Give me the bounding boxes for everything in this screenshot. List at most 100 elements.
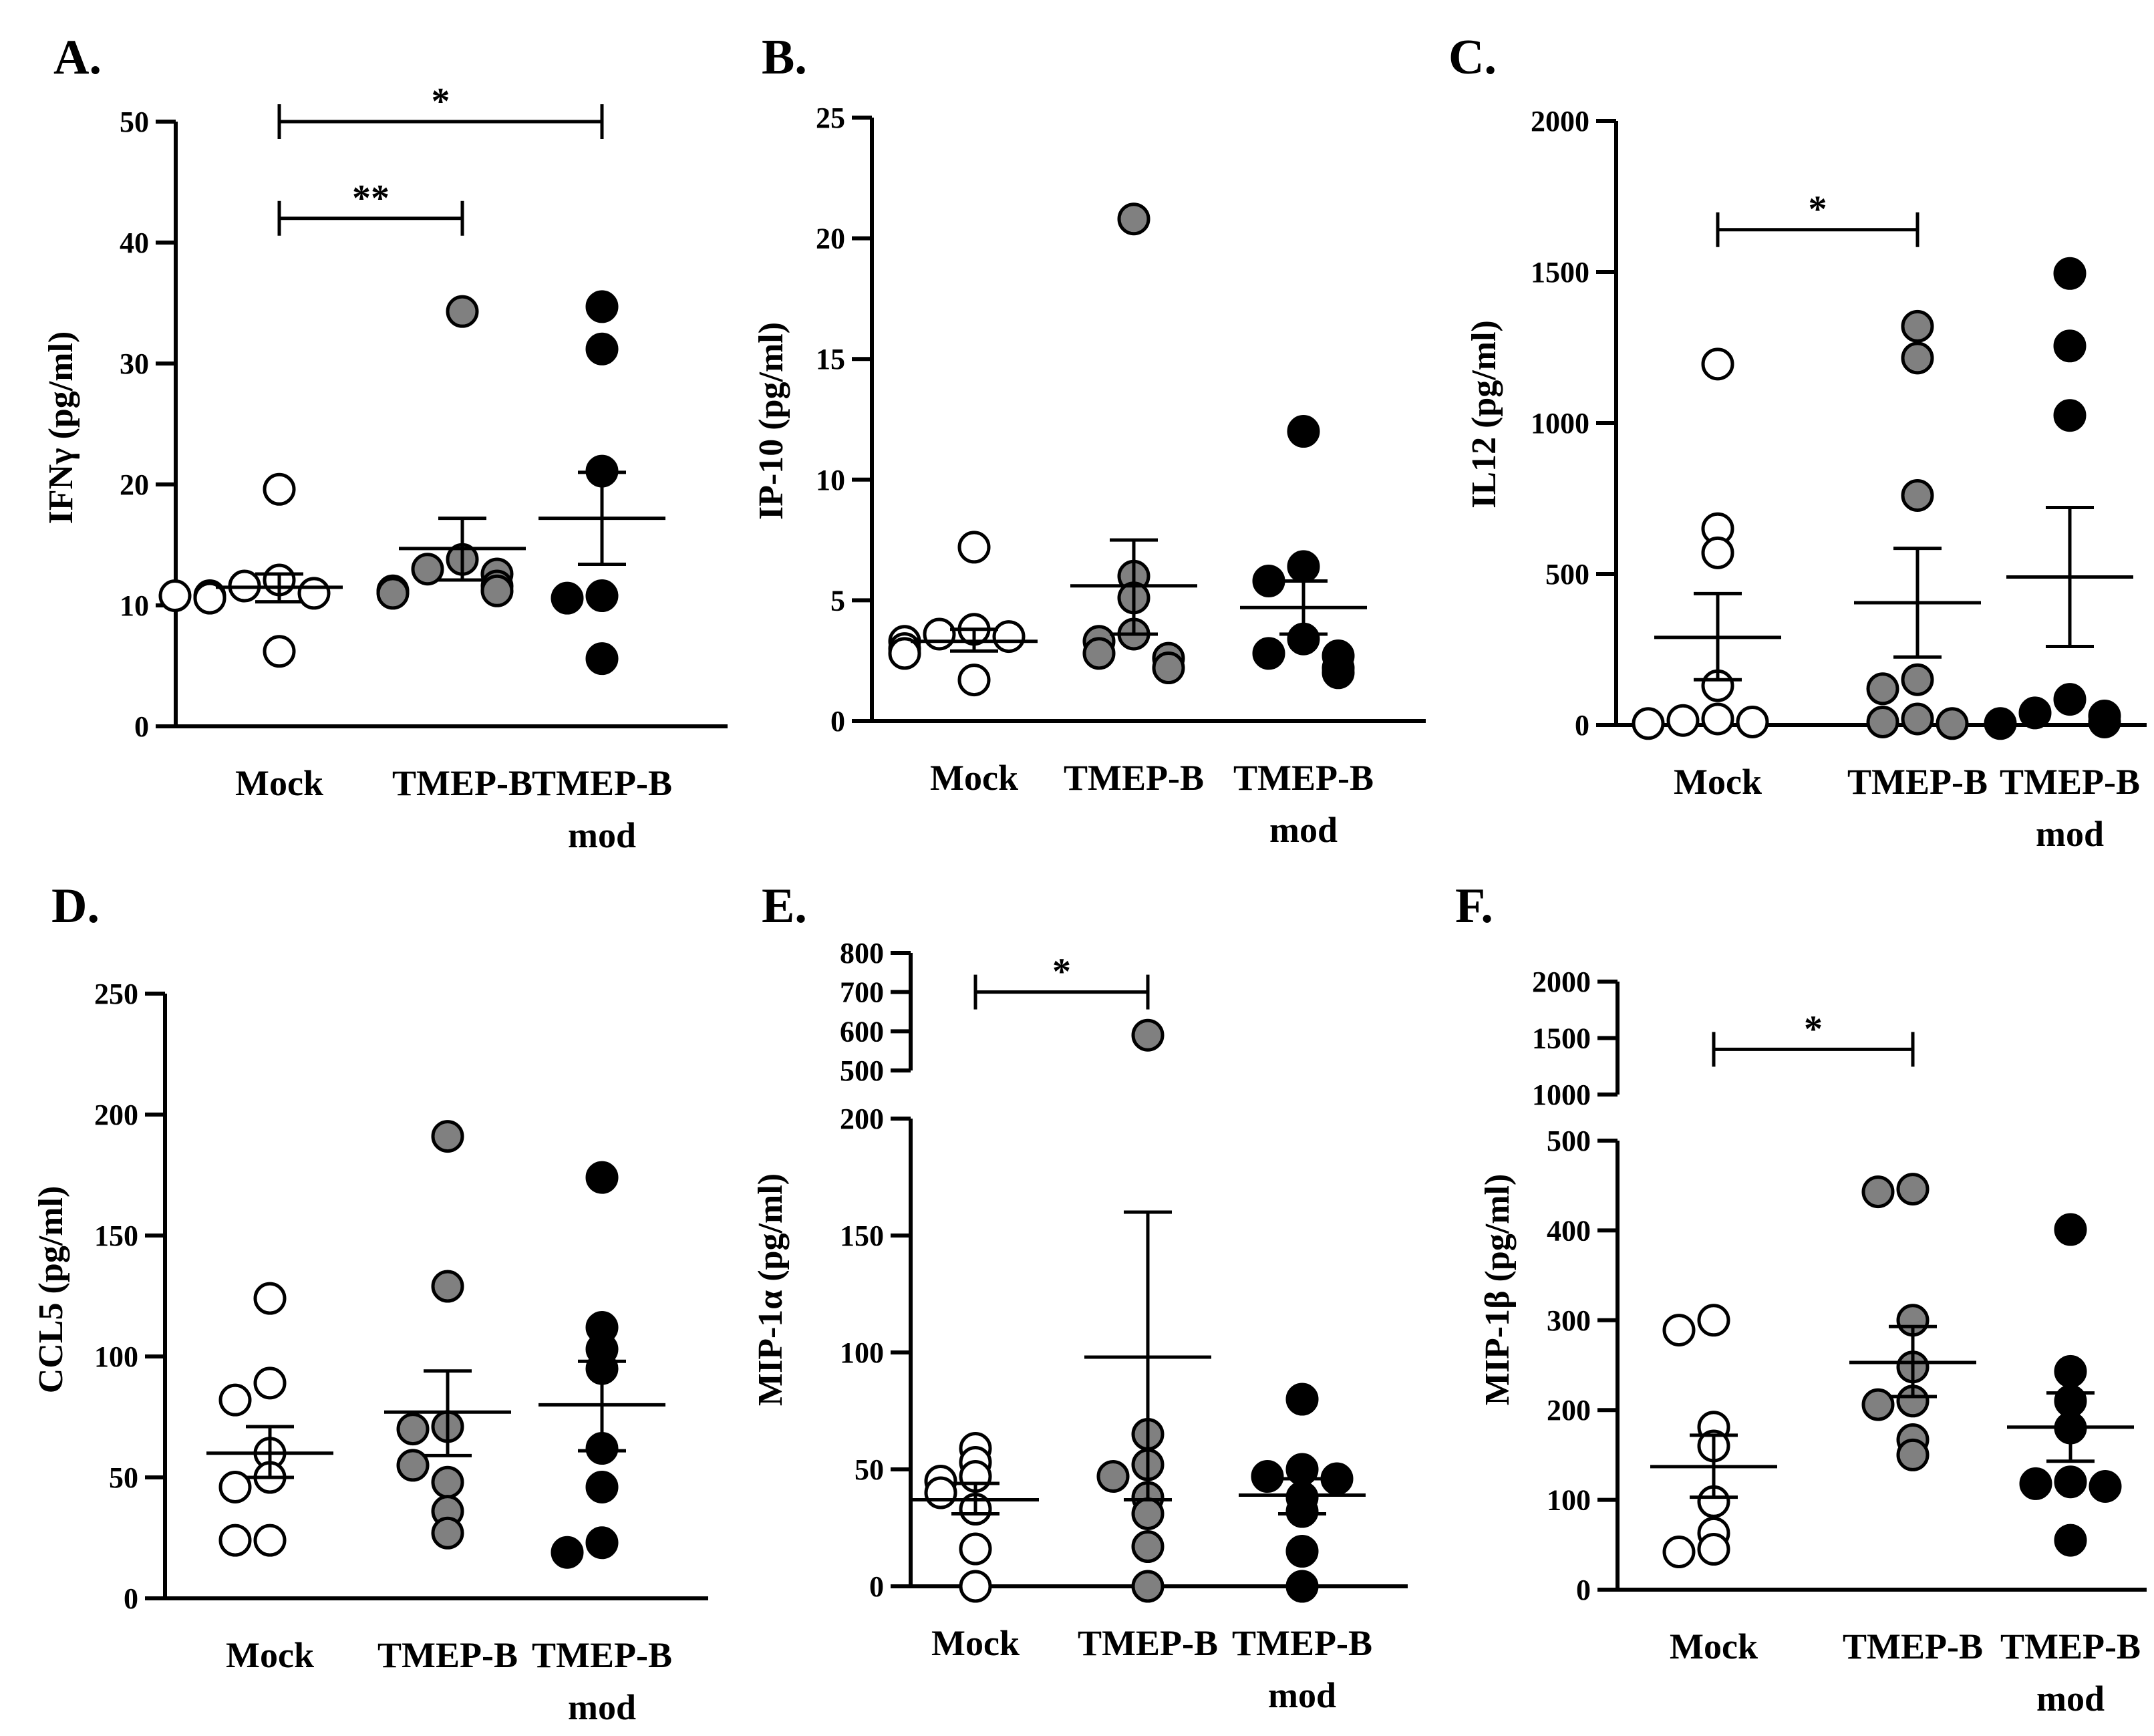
data-point — [1901, 341, 1934, 375]
data-point — [585, 1470, 619, 1503]
x-category-label: mod — [1268, 1675, 1336, 1715]
y-tick-label: 20 — [120, 468, 149, 501]
data-point — [888, 637, 921, 670]
y-tick-label: 25 — [816, 102, 845, 134]
x-category-label: mod — [568, 1687, 636, 1727]
data-point — [585, 332, 619, 366]
data-point — [1896, 1173, 1930, 1206]
y-tick-label: 40 — [120, 227, 149, 259]
data-point — [2053, 329, 2087, 363]
data-point — [1736, 705, 1769, 738]
data-point — [992, 620, 1026, 654]
data-point — [1251, 1460, 1284, 1493]
significance-bracket — [973, 974, 1150, 1010]
x-category-label: Mock — [226, 1635, 314, 1675]
panel-label: C. — [1448, 30, 1497, 85]
data-point — [1901, 663, 1934, 696]
y-tick-label: 1500 — [1531, 256, 1589, 289]
data-point — [1285, 1535, 1319, 1568]
x-category-label: mod — [568, 815, 636, 855]
data-point — [585, 1526, 619, 1560]
data-point — [253, 1282, 287, 1315]
data-point — [1866, 672, 1899, 706]
y-tick-label: 250 — [94, 978, 138, 1010]
data-point — [1861, 1175, 1895, 1209]
data-point — [585, 642, 619, 676]
panel-label: E. — [762, 879, 807, 933]
y-axis-label: IL12 (pg/ml) — [1465, 320, 1503, 509]
data-point — [1901, 478, 1934, 512]
data-point — [2053, 683, 2087, 716]
data-point — [2019, 1467, 2052, 1500]
y-axis-label: CCL5 (pg/ml) — [32, 1186, 70, 1394]
x-category-label: TMEP-B — [392, 763, 532, 803]
data-point — [1697, 1304, 1730, 1337]
data-point — [959, 1532, 992, 1566]
y-tick-label: 200 — [94, 1099, 138, 1131]
data-point — [2054, 1213, 2087, 1246]
y-tick-label: 600 — [840, 1015, 884, 1048]
data-point — [446, 295, 479, 328]
y-tick-label: 20 — [816, 223, 845, 255]
x-category-label: TMEP-B — [532, 763, 672, 803]
x-category-label: Mock — [1674, 762, 1762, 802]
data-point — [431, 1516, 464, 1550]
data-point — [923, 617, 956, 651]
y-tick-label: 15 — [816, 343, 845, 376]
data-point — [1662, 1536, 1696, 1569]
panel-f: F. 0 100 200 300 400 500 1000 1500 2000 MIP-1β (pg… — [1455, 879, 2147, 1719]
significance-label: * — [1052, 952, 1071, 993]
data-point — [253, 1524, 287, 1557]
significance-label: * — [1809, 189, 1827, 231]
data-point — [2054, 1524, 2087, 1557]
data-point — [263, 635, 296, 668]
y-tick-label: 100 — [1547, 1484, 1591, 1517]
data-point — [585, 290, 619, 323]
y-axis-label: IFNγ (pg/ml) — [42, 331, 80, 525]
data-point — [376, 577, 410, 610]
y-tick-label: 2000 — [1532, 966, 1591, 998]
y-tick-label: 700 — [840, 976, 884, 1009]
y-tick-label: 200 — [840, 1103, 884, 1135]
data-point — [1666, 704, 1700, 737]
panel-a: A. 0 10 20 30 40 50 IFNγ (pg/ml) Mock TMEP-B TMEP-… — [42, 30, 728, 855]
data-point — [1131, 1497, 1165, 1530]
data-point — [959, 1570, 992, 1603]
y-tick-label: 400 — [1547, 1214, 1591, 1247]
significance-bracket — [277, 104, 604, 139]
panel-c: C. 0 500 1000 1500 2000 IL12 (pg/ml) Mock TMEP-B… — [1448, 30, 2147, 854]
significance-bracket — [1716, 212, 1919, 247]
data-point — [431, 1270, 464, 1303]
data-point — [1117, 202, 1150, 236]
panel-label: A. — [53, 30, 102, 85]
y-tick-label: 10 — [816, 464, 845, 496]
data-point — [1984, 707, 2017, 740]
data-point — [2054, 1465, 2087, 1499]
y-tick-label: 1000 — [1532, 1078, 1591, 1111]
data-point — [1287, 550, 1320, 583]
data-point — [1285, 1570, 1319, 1603]
data-point — [2018, 696, 2052, 730]
y-tick-label: 5 — [830, 584, 845, 617]
data-point — [585, 1161, 619, 1194]
x-category-label: Mock — [1670, 1626, 1758, 1667]
data-point — [411, 553, 444, 586]
significance-bracket — [1712, 1032, 1915, 1067]
y-tick-label: 150 — [94, 1219, 138, 1252]
data-point — [1901, 309, 1934, 343]
x-category-label: TMEP-B — [1078, 1623, 1218, 1663]
data-point — [1632, 707, 1665, 740]
panel-label: B. — [762, 30, 807, 85]
significance-bracket — [277, 200, 464, 236]
data-point — [1285, 1383, 1319, 1416]
data-point — [957, 664, 991, 697]
data-point — [1131, 1530, 1165, 1563]
data-point — [1701, 536, 1734, 569]
data-point — [1866, 705, 1899, 738]
y-tick-label: 0 — [134, 710, 149, 743]
data-point — [1901, 702, 1934, 736]
x-category-label: TMEP-B — [2000, 1626, 2141, 1667]
x-category-label: TMEP-B — [532, 1635, 672, 1675]
y-axis-label: IP-10 (pg/ml) — [752, 322, 790, 520]
